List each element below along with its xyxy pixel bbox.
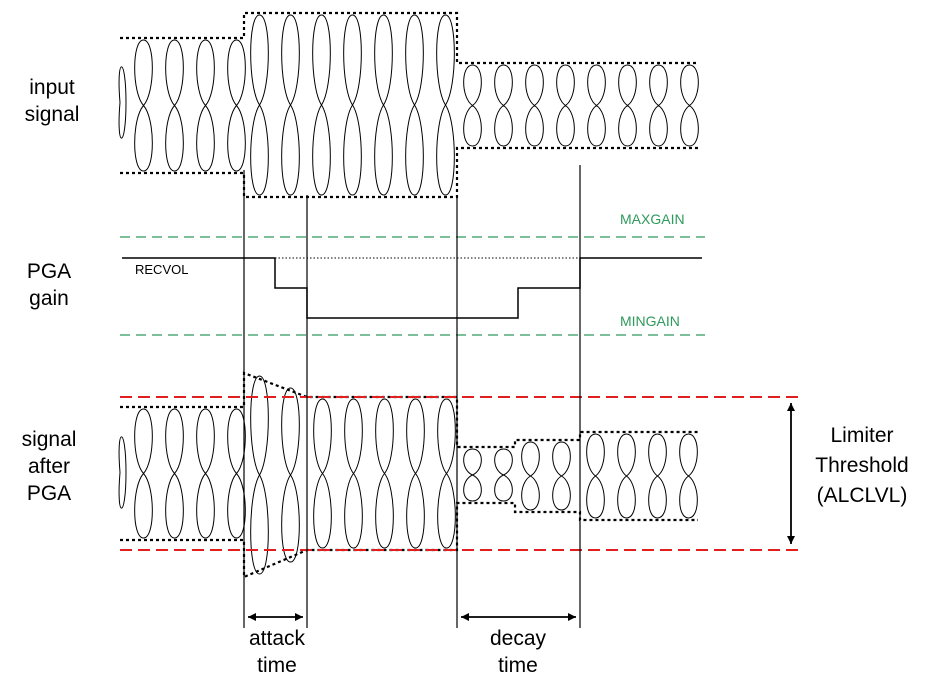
attack-time-label-line1: attack	[249, 627, 306, 650]
input-wave-segment-3	[463, 64, 699, 147]
output-wave-segment-4	[463, 448, 513, 502]
decay-time-label-line1: decay	[490, 627, 547, 650]
attack-time-label-line2: time	[257, 654, 297, 677]
output-wave-segment-3	[313, 398, 456, 549]
input-signal-label-line2: signal	[25, 103, 80, 126]
limiter-threshold-lines	[120, 396, 800, 551]
limiter-threshold-label-line2: Threshold	[815, 454, 908, 477]
output-wave-segment-1	[134, 408, 246, 539]
output-wave-segment-2b	[281, 387, 300, 563]
pga-gain-trace	[122, 257, 702, 319]
output-wave-segment-6	[586, 433, 698, 519]
signal-after-pga-label-line1: signal	[22, 428, 77, 451]
decay-time-label-line2: time	[498, 654, 538, 677]
pga-gain-label-line2: gain	[29, 287, 69, 310]
input-wave-segment-2	[250, 14, 455, 196]
input-signal-label-line1: input	[29, 76, 75, 99]
waveforms	[118, 14, 699, 575]
output-wave-segment-5	[521, 441, 571, 511]
timing-markers	[243, 165, 581, 628]
gain-limit-lines	[120, 236, 705, 336]
input-wave-segment-1	[134, 39, 246, 172]
maxgain-label: MAXGAIN	[620, 211, 685, 227]
recvol-label: RECVOL	[135, 262, 188, 277]
input-wave-lead	[118, 66, 127, 139]
output-wave-lead	[118, 436, 127, 509]
limiter-threshold-label-line3: (ALCLVL)	[817, 484, 908, 507]
pga-gain-label-line1: PGA	[27, 260, 71, 283]
output-wave-segment-2a	[250, 375, 269, 575]
input-envelope	[120, 11, 698, 199]
mingain-label: MINGAIN	[620, 313, 680, 329]
limiter-threshold-label-line1: Limiter	[830, 424, 893, 447]
signal-after-pga-label-line2: after	[28, 455, 70, 478]
signal-after-pga-label-line3: PGA	[27, 482, 71, 505]
